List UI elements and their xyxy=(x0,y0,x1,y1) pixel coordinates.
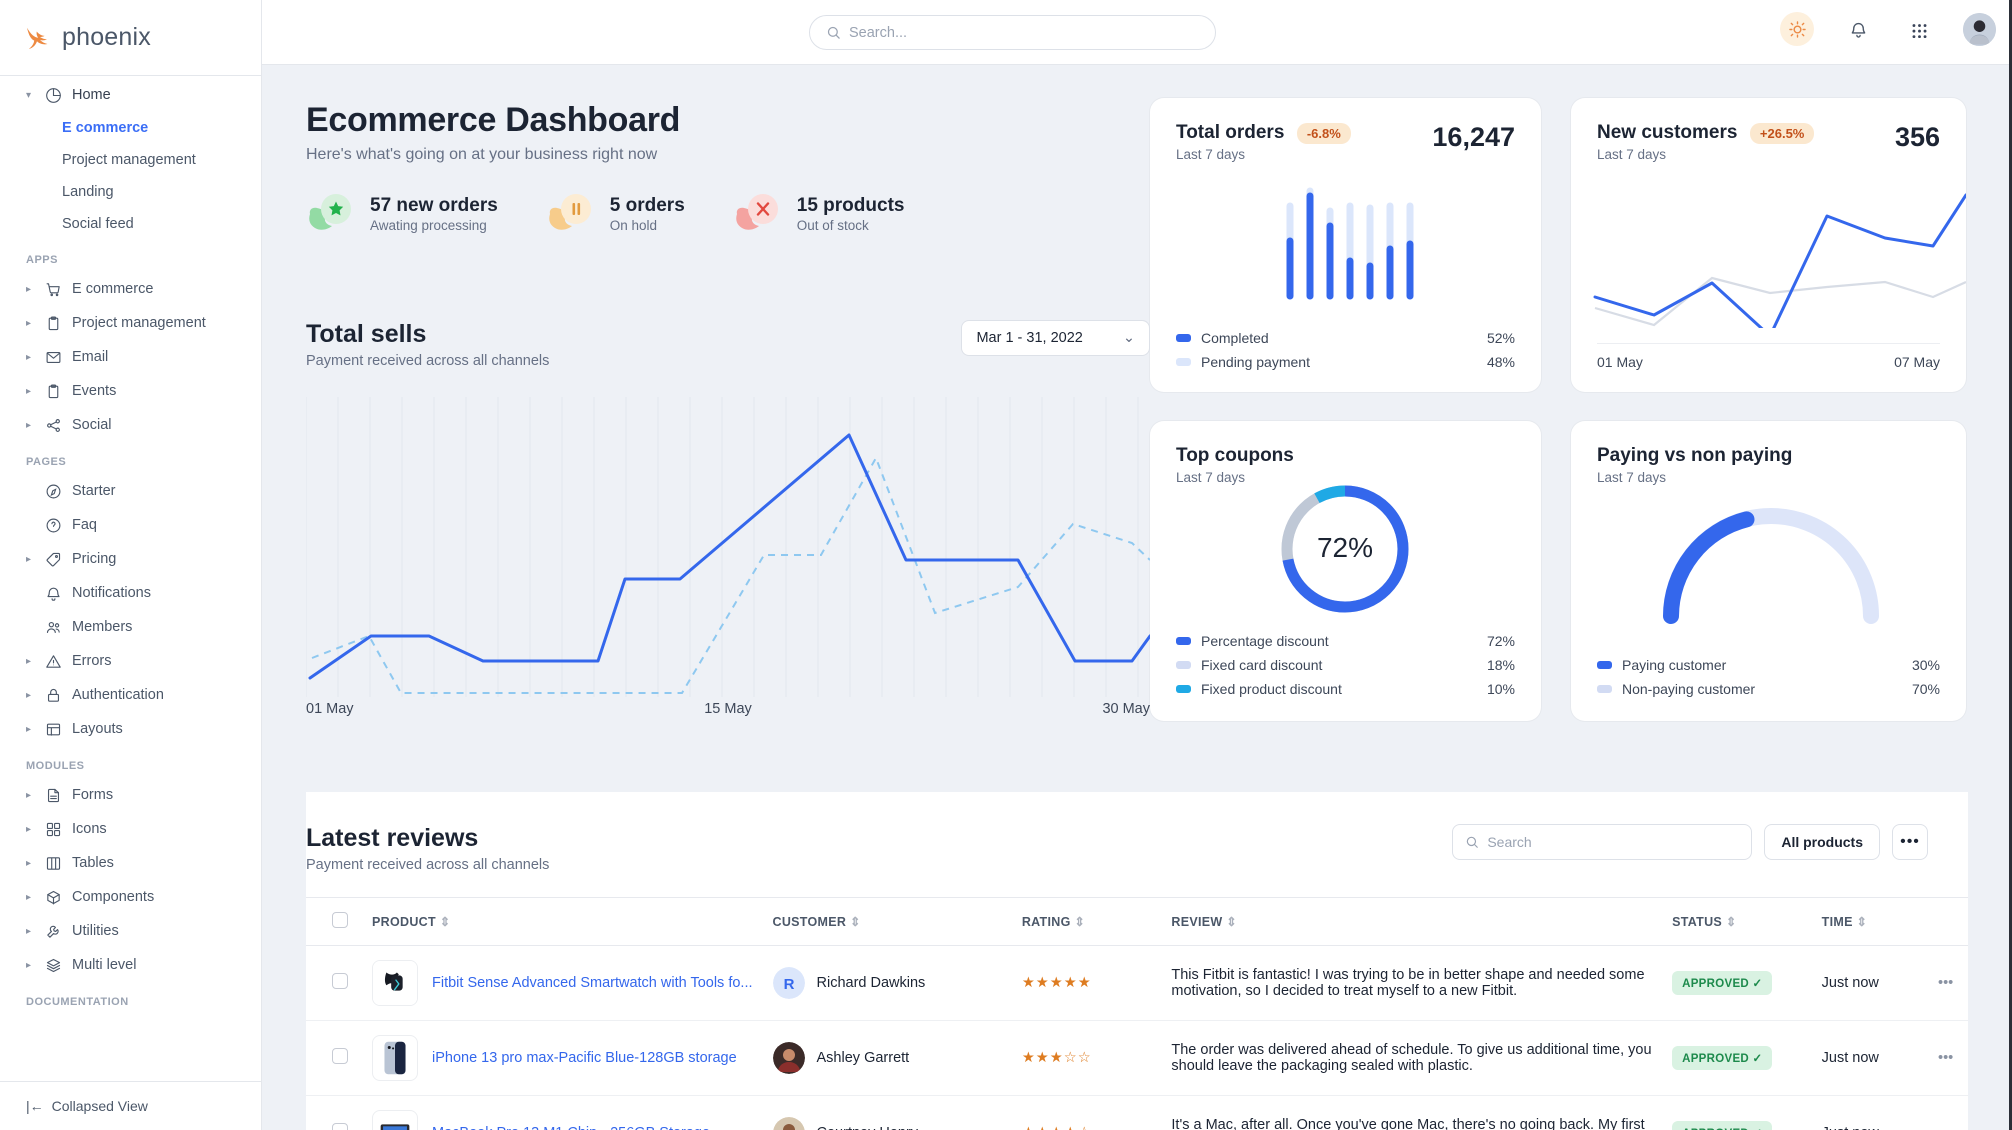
svg-text:R: R xyxy=(783,976,794,993)
svg-text:72%: 72% xyxy=(1317,532,1373,563)
